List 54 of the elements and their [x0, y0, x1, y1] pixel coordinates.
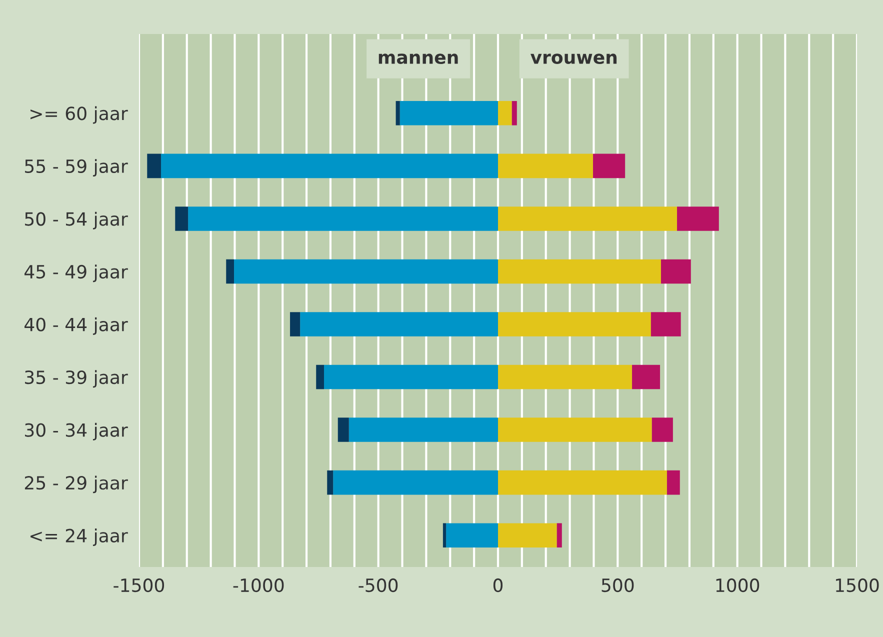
x-tick-label: 500 — [602, 578, 634, 592]
bar — [498, 312, 651, 336]
bar — [348, 418, 498, 442]
bar — [442, 523, 446, 548]
x-tick-label: 0 — [493, 578, 503, 592]
y-tick-label: 25 - 29 jaar — [24, 476, 128, 494]
bar — [498, 418, 652, 442]
y-tick-label: <= 24 jaar — [30, 528, 128, 546]
x-tick-label: -1000 — [233, 578, 284, 592]
bar — [338, 418, 349, 442]
bar — [652, 418, 673, 442]
bar — [677, 206, 719, 231]
bar — [498, 470, 667, 495]
text: vrouwen — [530, 54, 617, 64]
bar — [498, 523, 557, 548]
x-tick-label: -1500 — [114, 578, 164, 592]
text: mannen — [378, 54, 458, 64]
bar — [498, 206, 678, 231]
bar — [333, 470, 498, 495]
y-tick-label: >= 60 jaar — [30, 106, 128, 124]
y-tick-label: 30 - 34 jaar — [25, 422, 128, 440]
bar — [498, 101, 512, 126]
bar — [498, 154, 594, 178]
bar — [593, 154, 626, 178]
bar — [290, 312, 300, 336]
bar — [188, 206, 498, 231]
bar — [400, 101, 498, 126]
bar — [396, 101, 400, 126]
y-tick-label: 40 - 44 jaar — [24, 317, 128, 335]
bar — [666, 470, 680, 495]
bar — [650, 312, 681, 336]
bar — [498, 259, 661, 284]
y-tick-label: 35 - 39 jaar — [25, 370, 128, 388]
y-tick-label: 45 - 49 jaar — [24, 264, 128, 282]
bar — [324, 364, 498, 390]
bar — [632, 364, 660, 390]
bar — [327, 470, 334, 495]
bar — [316, 364, 324, 390]
bar — [226, 259, 234, 284]
bar — [300, 312, 498, 336]
bar — [175, 206, 188, 231]
bar — [446, 523, 498, 548]
bar — [660, 259, 691, 284]
y-tick-label: 55 - 59 jaar — [25, 159, 128, 177]
bar — [234, 259, 498, 284]
bar — [512, 101, 517, 126]
bar — [556, 523, 562, 548]
bar — [161, 154, 498, 178]
bar — [498, 364, 632, 390]
bar — [147, 154, 162, 178]
x-tick-label: 1500 — [836, 578, 879, 592]
y-tick-label: 50 - 54 jaar — [25, 212, 128, 230]
x-tick-label: 1000 — [716, 578, 760, 592]
x-tick-label: -500 — [358, 578, 398, 592]
